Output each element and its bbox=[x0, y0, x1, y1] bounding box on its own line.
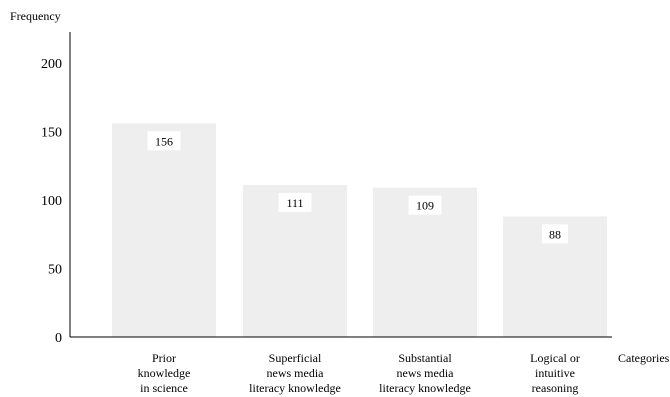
data-label-box bbox=[147, 131, 181, 151]
data-label: 156 bbox=[155, 134, 173, 148]
y-axis-title: Frequency bbox=[10, 9, 61, 23]
category-label: Logical or intuitive reasoning bbox=[530, 351, 580, 395]
y-ticks-group: 0 50 100 150 200 bbox=[41, 57, 62, 346]
y-tick-label: 200 bbox=[41, 57, 62, 72]
data-label: 88 bbox=[549, 227, 561, 241]
category-label: Prior knowledge in science bbox=[138, 351, 191, 395]
y-tick-label: 100 bbox=[41, 194, 62, 209]
y-tick-label: 50 bbox=[48, 263, 62, 278]
data-label-box bbox=[278, 192, 312, 212]
x-axis-title: Categories bbox=[618, 351, 670, 365]
data-label: 109 bbox=[416, 199, 434, 213]
bars-group: 156 111 109 88 bbox=[112, 123, 607, 337]
category-label: Superficial news media literacy knowledge bbox=[249, 351, 341, 395]
y-tick-label: 150 bbox=[41, 126, 62, 141]
data-label-box bbox=[408, 195, 442, 215]
data-label: 111 bbox=[286, 196, 303, 210]
y-tick-label: 0 bbox=[55, 331, 62, 346]
bar bbox=[112, 123, 216, 337]
data-label-box bbox=[542, 224, 568, 244]
category-labels-group: Prior knowledge in science Superficial news … bbox=[138, 351, 580, 395]
category-label: Substantial news media literacy knowledge bbox=[379, 351, 471, 395]
